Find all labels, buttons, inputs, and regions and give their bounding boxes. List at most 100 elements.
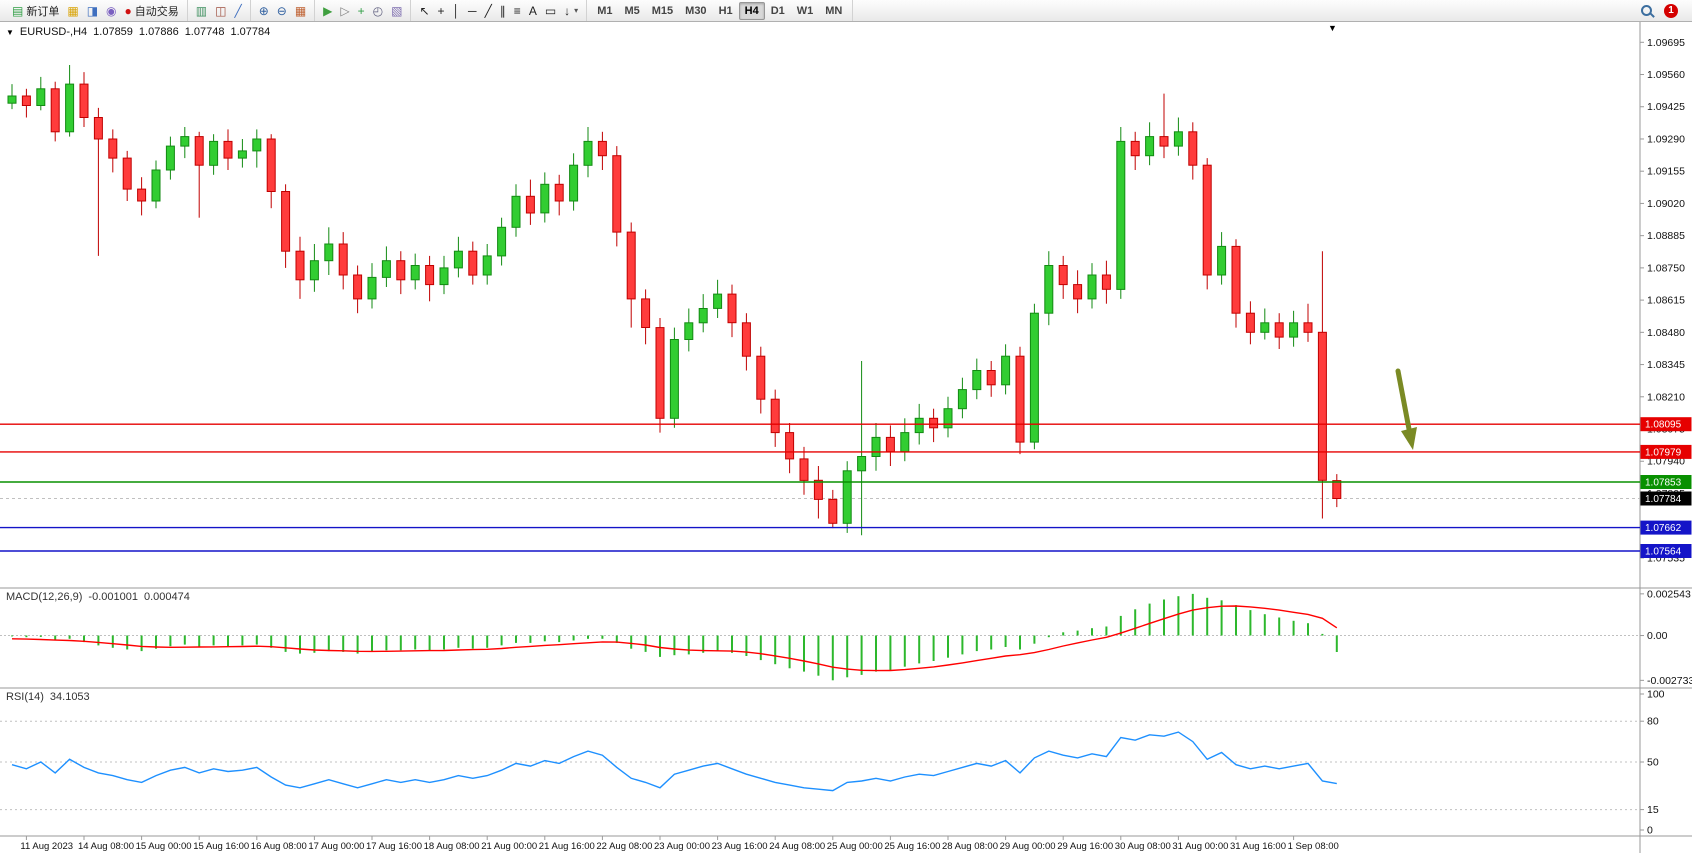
toolbar-group-objects: ↖ + │ ─ ╱ ∥ ≡ A ▭ ↓ ▾ [411, 0, 588, 21]
chart-shift-button[interactable]: ▷ [336, 2, 353, 20]
search-button[interactable] [1637, 2, 1656, 20]
crosshair-button[interactable]: + [434, 2, 449, 20]
svg-text:29 Aug 16:00: 29 Aug 16:00 [1057, 841, 1113, 852]
macd-signal-value: 0.000474 [143, 591, 190, 603]
horizontal-line-button[interactable]: ─ [464, 2, 481, 20]
ohlc-low: 1.07748 [184, 26, 225, 38]
periods-button[interactable]: ◴ [369, 2, 387, 20]
svg-text:25 Aug 16:00: 25 Aug 16:00 [884, 841, 940, 852]
window-menu-icon[interactable]: ▼ [6, 27, 14, 37]
svg-text:31 Aug 16:00: 31 Aug 16:00 [1230, 841, 1286, 852]
candlestick-chart-button[interactable]: ◫ [211, 2, 230, 20]
macd-name: MACD(12,26,9) [6, 591, 83, 603]
profiles-button[interactable]: ◨ [83, 2, 102, 20]
tf-mn-label: MN [825, 4, 843, 17]
new-chart-icon: ▦ [67, 3, 79, 18]
svg-text:23 Aug 00:00: 23 Aug 00:00 [654, 841, 710, 852]
text-button[interactable]: A [525, 2, 541, 20]
svg-text:23 Aug 16:00: 23 Aug 16:00 [712, 841, 768, 852]
text-icon: A [528, 3, 537, 18]
fibonacci-button[interactable]: ≡ [510, 2, 525, 20]
tf-m1-button[interactable]: M1 [591, 2, 618, 20]
templates-button[interactable]: ▧ [387, 2, 406, 20]
tile-windows-button[interactable]: ▦ [291, 2, 310, 20]
tf-mn-button[interactable]: MN [819, 2, 848, 20]
new-chart-button[interactable]: ▦ [63, 2, 82, 20]
svg-text:1.09695: 1.09695 [1647, 37, 1685, 49]
svg-text:22 Aug 08:00: 22 Aug 08:00 [596, 841, 652, 852]
tf-h4-button[interactable]: H4 [738, 1, 765, 20]
search-icon [1641, 5, 1652, 16]
tf-m1-label: M1 [597, 4, 613, 17]
line-chart-icon: ╱ [234, 3, 242, 18]
periods-icon: ◴ [372, 3, 384, 18]
equidistant-channel-button[interactable]: ∥ [496, 2, 510, 20]
main-toolbar: ▤ 新订单 ▦ ◨ ◉ ● 自动交易 ▥ ◫ ╱ ⊕ ⊖ ▦ ▶ ▷ + ◴ ▧ ↖ + │ ─ ╱ ∥ ≡ A ▭ ↓ ▾ M1 M5 M1… [0, 0, 1692, 22]
svg-text:21 Aug 16:00: 21 Aug 16:00 [539, 841, 595, 852]
zoom-out-icon: ⊖ [276, 3, 287, 18]
tf-d1-button[interactable]: D1 [765, 2, 791, 20]
line-chart-button[interactable]: ╱ [230, 2, 245, 20]
svg-text:18 Aug 08:00: 18 Aug 08:00 [424, 841, 480, 852]
svg-text:15 Aug 00:00: 15 Aug 00:00 [136, 841, 192, 852]
svg-text:24 Aug 08:00: 24 Aug 08:00 [769, 841, 825, 852]
profiles-icon: ◨ [86, 3, 99, 18]
tf-m5-button[interactable]: M5 [618, 2, 645, 20]
crosshair-icon: + [437, 3, 445, 18]
svg-text:1.09425: 1.09425 [1647, 101, 1685, 113]
svg-text:50: 50 [1647, 757, 1659, 769]
svg-text:1.07662: 1.07662 [1645, 523, 1682, 534]
new-order-button[interactable]: ▤ 新订单 [8, 2, 63, 20]
rsi-name: RSI(14) [6, 691, 44, 703]
ohlc-open: 1.07859 [93, 26, 133, 38]
cursor-button[interactable]: ↖ [415, 2, 433, 20]
tf-m30-button[interactable]: M30 [679, 2, 712, 20]
tf-m15-label: M15 [651, 4, 674, 17]
indicators-icon: + [357, 3, 365, 18]
market-watch-button[interactable]: ◉ [102, 2, 120, 20]
auto-scroll-button[interactable]: ▶ [319, 2, 336, 20]
svg-text:28 Aug 08:00: 28 Aug 08:00 [942, 841, 998, 852]
svg-text:80: 80 [1647, 716, 1659, 728]
chart-window: 1.09695 1.09560 1.09425 1.09290 1.09155 1.090… [0, 22, 1692, 853]
chart-end-marker[interactable]: ▼ [1328, 23, 1337, 33]
fibonacci-icon: ≡ [513, 3, 521, 18]
tf-d1-label: D1 [770, 4, 785, 17]
svg-text:1.08345: 1.08345 [1647, 359, 1685, 371]
bar-chart-button[interactable]: ▥ [192, 2, 211, 20]
tf-m5-label: M5 [624, 4, 640, 17]
svg-text:0: 0 [1647, 825, 1653, 837]
svg-text:1.08885: 1.08885 [1647, 230, 1685, 242]
notification-badge[interactable]: 1 [1664, 3, 1678, 18]
vertical-line-button[interactable]: │ [449, 2, 465, 20]
svg-text:17 Aug 00:00: 17 Aug 00:00 [308, 841, 364, 852]
tf-h1-label: H1 [718, 4, 733, 17]
indicators-button[interactable]: + [354, 2, 369, 20]
toolbar-group-zoom: ⊕ ⊖ ▦ [251, 0, 316, 21]
text-label-button[interactable]: ▭ [541, 2, 560, 20]
svg-text:16 Aug 08:00: 16 Aug 08:00 [251, 841, 307, 852]
chart-shift-icon: ▷ [340, 3, 350, 18]
zoom-out-button[interactable]: ⊖ [273, 2, 291, 20]
svg-text:1.07979: 1.07979 [1645, 447, 1682, 458]
tf-m30-label: M30 [685, 4, 707, 17]
equidistant-channel-icon: ∥ [499, 3, 506, 18]
auto-trading-label: 自动交易 [134, 5, 179, 18]
auto-trading-button[interactable]: ● 自动交易 [121, 2, 183, 20]
trendline-button[interactable]: ╱ [481, 2, 496, 20]
svg-text:1.07564: 1.07564 [1645, 546, 1682, 557]
arrows-button[interactable]: ↓ ▾ [560, 2, 582, 20]
toolbar-group-trade: ▤ 新订单 ▦ ◨ ◉ ● 自动交易 [4, 0, 188, 21]
tf-m15-button[interactable]: M15 [646, 2, 679, 20]
svg-text:0.00: 0.00 [1647, 630, 1668, 642]
arrows-icon: ↓ [564, 3, 571, 18]
zoom-in-button[interactable]: ⊕ [255, 2, 273, 20]
svg-text:1.08480: 1.08480 [1647, 327, 1685, 339]
chart-canvas[interactable]: 1.09695 1.09560 1.09425 1.09290 1.09155 1.090… [0, 22, 1692, 853]
auto-scroll-icon: ▶ [323, 3, 333, 18]
macd-main-value: -0.001001 [88, 591, 138, 603]
tf-w1-label: W1 [796, 4, 814, 17]
tf-h1-button[interactable]: H1 [713, 2, 739, 20]
arrows-dropdown-caret[interactable]: ▾ [574, 6, 579, 15]
tf-w1-button[interactable]: W1 [791, 2, 820, 20]
